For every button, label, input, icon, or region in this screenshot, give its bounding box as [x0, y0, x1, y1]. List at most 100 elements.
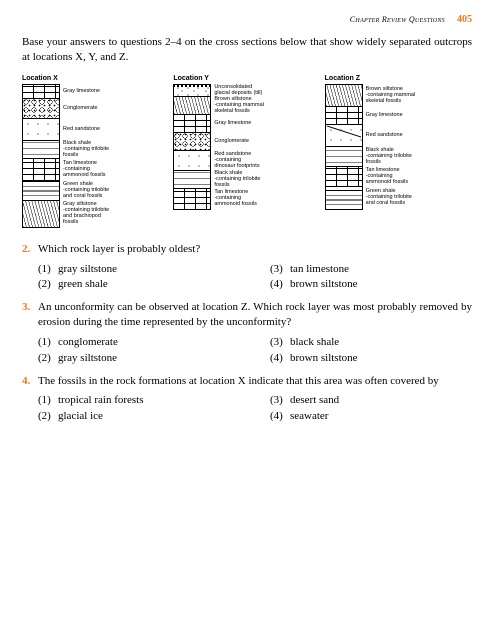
rock-layer	[326, 147, 362, 167]
answer-choice: (1)tropical rain forests	[38, 393, 240, 408]
strat-column	[325, 84, 363, 210]
choice-number: (4)	[270, 409, 290, 424]
layer-label: Black shale-containing trilobitefossils	[214, 170, 264, 188]
choice-text: brown siltstone	[290, 277, 358, 292]
question-body: An unconformity can be observed at locat…	[38, 300, 472, 365]
rock-layer	[174, 133, 210, 151]
chapter-label: Chapter Review Questions	[350, 15, 445, 24]
location-title: Location Y	[173, 75, 209, 82]
choice-text: brown siltstone	[290, 351, 358, 366]
question-body: The fossils in the rock formations at lo…	[38, 374, 472, 425]
layer-label: Green shale-containing trilobiteand cora…	[63, 180, 109, 200]
layer-label: Black shale-containing trilobitefossils	[63, 140, 109, 158]
rock-layer	[23, 99, 59, 119]
rock-layer	[23, 119, 59, 141]
layer-label: Green shale-containing trilobiteand cora…	[366, 186, 416, 208]
choice-number: (4)	[270, 277, 290, 292]
question-number: 3.	[22, 300, 38, 365]
answer-choice: (4)brown siltstone	[270, 277, 472, 292]
page-number: 405	[457, 14, 472, 25]
answer-choice: (3)black shale	[270, 335, 472, 350]
answer-choice: (4)brown siltstone	[270, 351, 472, 366]
choice-number: (3)	[270, 335, 290, 350]
layer-label: Gray siltstone-containing trilobiteand b…	[63, 200, 109, 226]
question-text: An unconformity can be observed at locat…	[38, 300, 472, 330]
rock-layer	[326, 187, 362, 209]
layer-label: Tan limestone-containingammonoid fossils	[214, 188, 264, 208]
answer-choice: (2)green shale	[38, 277, 240, 292]
layer-label: Tan limestone-containingammonoid fossils	[366, 166, 416, 186]
layer-label: Red sandstone-containingdinosaur footpri…	[214, 150, 264, 170]
layer-label: Red sandstone	[366, 124, 416, 146]
rock-layer	[326, 125, 362, 147]
layer-label: Conglomerate	[63, 98, 109, 118]
answer-choice: (2)glacial ice	[38, 409, 240, 424]
layer-label: Gray limestone	[63, 84, 109, 98]
question: 4.The fossils in the rock formations at …	[22, 374, 472, 425]
choice-number: (1)	[38, 393, 58, 408]
answer-choice: (1)conglomerate	[38, 335, 240, 350]
choice-number: (2)	[38, 351, 58, 366]
answer-choice: (1)gray siltstone	[38, 262, 240, 277]
location-title: Location Z	[325, 75, 360, 82]
question-text: Which rock layer is probably oldest?	[38, 242, 472, 257]
choice-text: gray siltstone	[58, 351, 117, 366]
choice-text: tropical rain forests	[58, 393, 144, 408]
question: 2.Which rock layer is probably oldest? (1…	[22, 242, 472, 293]
choice-number: (3)	[270, 262, 290, 277]
location-z: Location Z Brown siltstone-containing mam…	[325, 75, 472, 228]
location-y: Location Y Unconsolidatedglacial deposits…	[173, 75, 320, 228]
choice-text: black shale	[290, 335, 339, 350]
layer-label: Red sandstone	[63, 118, 109, 140]
layer-label: Brown siltstone-containing mammalskeleta…	[214, 96, 264, 114]
intro-text: Base your answers to questions 2–4 on th…	[22, 35, 472, 65]
layer-label: Black shale-containing trilobitefossils	[366, 146, 416, 166]
question: 3.An unconformity can be observed at loc…	[22, 300, 472, 365]
choice-grid: (1)tropical rain forests (3)desert sand (2…	[38, 393, 472, 424]
rock-layer	[23, 85, 59, 99]
layer-labels: Unconsolidatedglacial deposits (till)Bro…	[214, 84, 264, 208]
choice-number: (3)	[270, 393, 290, 408]
location-title: Location X	[22, 75, 58, 82]
choice-text: conglomerate	[58, 335, 118, 350]
choice-text: green shale	[58, 277, 108, 292]
rock-layer	[23, 181, 59, 201]
question-body: Which rock layer is probably oldest? (1)g…	[38, 242, 472, 293]
rock-layer	[23, 201, 59, 227]
layer-label: Gray limestone	[214, 114, 264, 132]
strat-column	[22, 84, 60, 228]
question-number: 2.	[22, 242, 38, 293]
choice-text: tan limestone	[290, 262, 349, 277]
choice-number: (2)	[38, 277, 58, 292]
layer-labels: Gray limestoneConglomerateRed sandstoneB…	[63, 84, 109, 226]
choice-text: desert sand	[290, 393, 339, 408]
rock-layer	[326, 107, 362, 125]
layer-label: Conglomerate	[214, 132, 264, 150]
rock-layer	[174, 97, 210, 115]
rock-layer	[174, 115, 210, 133]
question-text: The fossils in the rock formations at lo…	[38, 374, 472, 389]
layer-label: Unconsolidatedglacial deposits (till)	[214, 84, 264, 96]
location-body: Gray limestoneConglomerateRed sandstoneB…	[22, 84, 109, 228]
answer-choice: (3)tan limestone	[270, 262, 472, 277]
choice-text: gray siltstone	[58, 262, 117, 277]
layer-labels: Brown siltstone-containing mammalskeleta…	[366, 84, 416, 208]
choice-number: (1)	[38, 262, 58, 277]
rock-layer	[326, 85, 362, 107]
rock-layer	[326, 167, 362, 187]
rock-layer	[23, 159, 59, 181]
layer-label: Brown siltstone-containing mammalskeleta…	[366, 84, 416, 106]
cross-section-diagrams: Location XGray limestoneConglomerateRed …	[22, 75, 472, 228]
rock-layer	[23, 141, 59, 159]
choice-grid: (1)gray siltstone (3)tan limestone (2)gree…	[38, 262, 472, 293]
choice-number: (4)	[270, 351, 290, 366]
rock-layer	[174, 189, 210, 209]
layer-label: Gray limestone	[366, 106, 416, 124]
question-number: 4.	[22, 374, 38, 425]
rock-layer	[174, 171, 210, 189]
layer-label: Tan limestone-containingammonoid fossils	[63, 158, 109, 180]
rock-layer	[174, 151, 210, 171]
choice-text: seawater	[290, 409, 328, 424]
location-body: Brown siltstone-containing mammalskeleta…	[325, 84, 416, 210]
choice-number: (2)	[38, 409, 58, 424]
